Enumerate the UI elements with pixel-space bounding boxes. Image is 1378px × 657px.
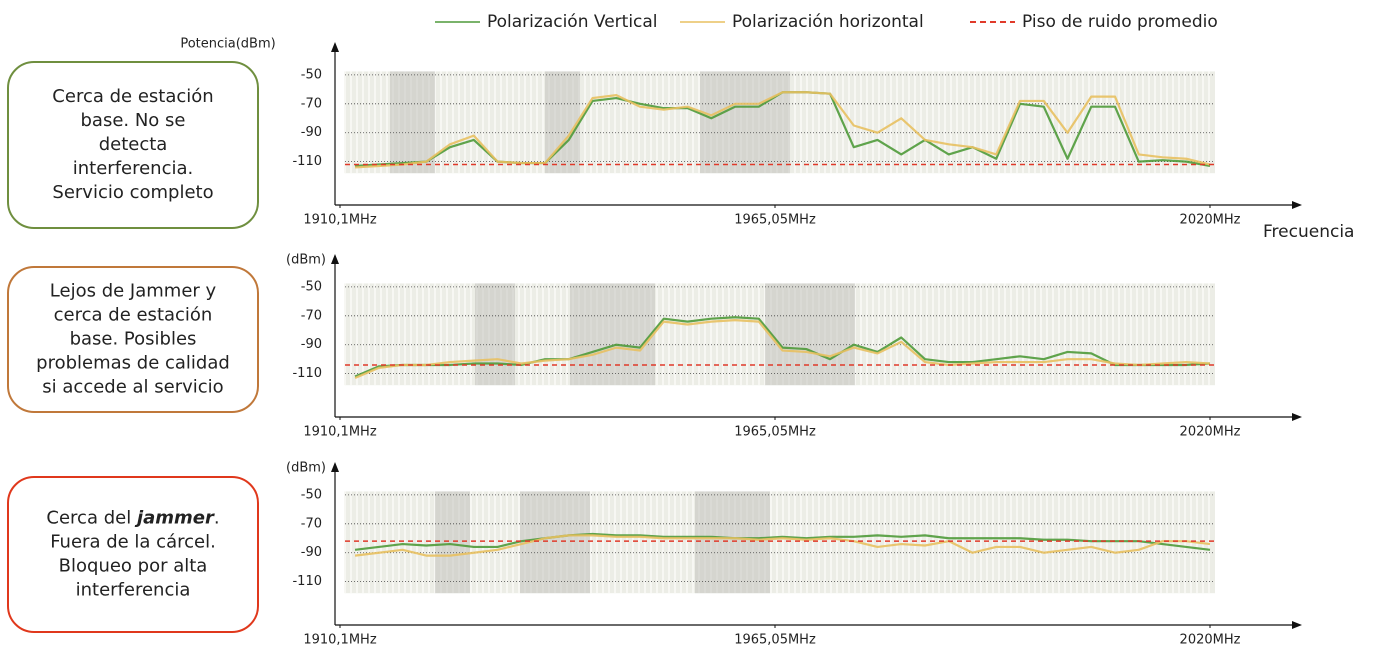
x-arrow (1292, 201, 1302, 209)
annotation-text: interferencia. (73, 158, 194, 179)
x-tick-label: 2020MHz (1180, 213, 1241, 228)
annotation-text: Cerca de estación (52, 86, 213, 107)
y-tick-label: -110 (292, 574, 322, 589)
annotation-line: problemas de calidad (36, 353, 230, 374)
shade-band (435, 491, 470, 594)
series-line (354, 532, 1211, 551)
annotation-text: Fuera de la cárcel. (50, 532, 216, 553)
annotation-line: detecta (99, 134, 168, 155)
x-tick-label: 2020MHz (1180, 425, 1241, 440)
x-tick-label: 1965,05MHz (734, 213, 816, 228)
annotation-box (7, 476, 259, 633)
shade-band (390, 71, 435, 174)
x-tick-label: 1910,1MHz (303, 633, 376, 648)
y-tick-label: -50 (301, 487, 322, 502)
y-tick-label: -90 (301, 545, 322, 560)
annotation-text: detecta (99, 134, 168, 155)
y-tick-label: -70 (301, 516, 322, 531)
shade-band (765, 283, 855, 386)
legend-label: Polarización horizontal (732, 12, 924, 32)
x-axis-label: Frecuencia (1263, 222, 1354, 242)
annotation-line: base. Posibles (70, 329, 197, 350)
annotation-text: base. No se (80, 110, 185, 131)
annotation-text: . (214, 508, 220, 529)
annotation-box (7, 61, 259, 229)
annotation-line: interferencia (76, 580, 191, 601)
y-axis-label: (dBm) (286, 253, 326, 268)
y-tick-label: -70 (301, 308, 322, 323)
y-arrow (331, 42, 339, 52)
y-arrow (331, 462, 339, 472)
y-tick-label: -90 (301, 337, 322, 352)
y-axis-label: Potencia(dBm) (180, 37, 275, 52)
annotation-text: Servicio completo (52, 182, 213, 203)
y-axis-label: (dBm) (286, 461, 326, 476)
x-tick-label: 1965,05MHz (734, 633, 816, 648)
annotation-text: Lejos de Jammer y (50, 281, 217, 302)
annotation-text: Cerca del (46, 508, 137, 529)
annotation-line: si accede al servicio (42, 377, 223, 398)
annotation-line: Fuera de la cárcel. (50, 532, 216, 553)
annotation-line: Lejos de Jammer y (50, 281, 217, 302)
y-tick-label: -70 (301, 96, 322, 111)
legend-label: Polarización Vertical (487, 12, 658, 32)
annotation-line: Servicio completo (52, 182, 213, 203)
annotation-line: Bloqueo por alta (59, 556, 208, 577)
legend-label: Piso de ruido promedio (1022, 12, 1218, 32)
shade-band (475, 283, 515, 386)
shade-band (695, 491, 770, 594)
y-tick-label: -110 (292, 154, 322, 169)
x-tick-label: 1965,05MHz (734, 425, 816, 440)
x-arrow (1292, 621, 1302, 629)
x-arrow (1292, 413, 1302, 421)
plot-background (345, 491, 1215, 594)
annotation-text: cerca de estación (54, 305, 213, 326)
series-line (354, 319, 1211, 379)
x-tick-label: 1910,1MHz (303, 213, 376, 228)
annotation-text: Bloqueo por alta (59, 556, 208, 577)
annotation-box (7, 266, 259, 413)
shade-band (570, 283, 655, 386)
annotation-text: base. Posibles (70, 329, 197, 350)
annotation-text: problemas de calidad (36, 353, 230, 374)
y-tick-label: -110 (292, 366, 322, 381)
annotation-line: Cerca del jammer. (46, 508, 219, 529)
annotation-text: si accede al servicio (42, 377, 223, 398)
y-tick-label: -50 (301, 67, 322, 82)
series-line (354, 91, 1211, 169)
annotation-line: Cerca de estación (52, 86, 213, 107)
x-tick-label: 2020MHz (1180, 633, 1241, 648)
series-line (354, 534, 1211, 557)
series-line (354, 316, 1211, 378)
annotation-text: jammer (134, 508, 215, 529)
shade-band (700, 71, 790, 174)
y-tick-label: -90 (301, 125, 322, 140)
annotation-line: base. No se (80, 110, 185, 131)
x-tick-label: 1910,1MHz (303, 425, 376, 440)
annotation-line: interferencia. (73, 158, 194, 179)
annotation-line: cerca de estación (54, 305, 213, 326)
annotation-text: interferencia (76, 580, 191, 601)
y-arrow (331, 254, 339, 264)
y-tick-label: -50 (301, 279, 322, 294)
